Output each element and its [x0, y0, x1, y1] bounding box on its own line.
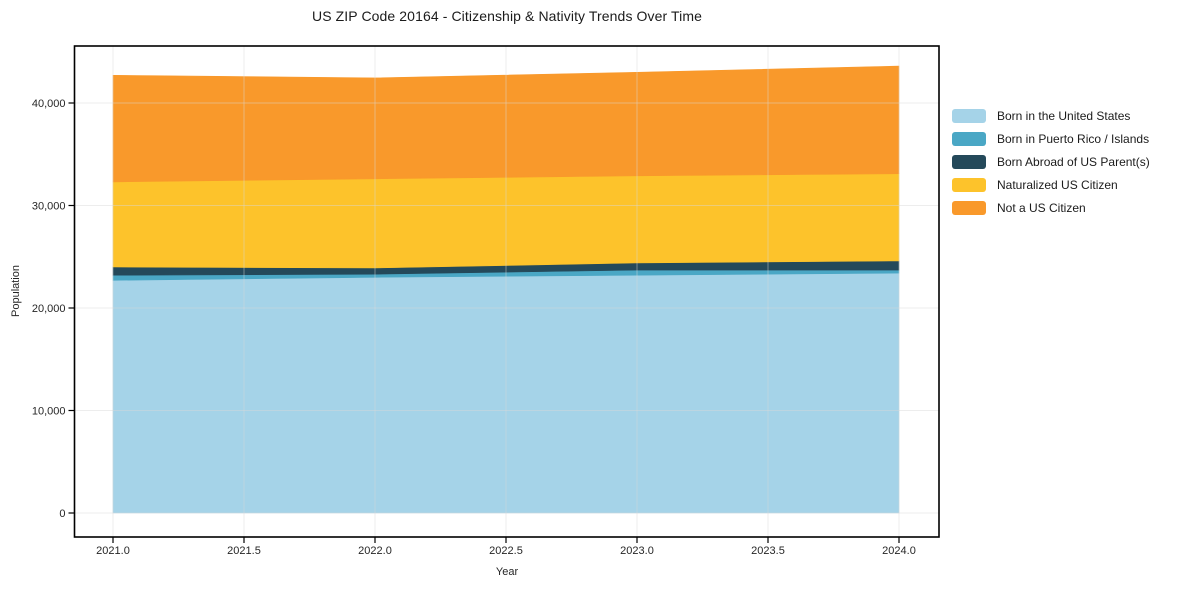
legend-swatch	[952, 108, 986, 123]
legend-item-2: Born Abroad of US Parent(s)	[952, 150, 1150, 173]
y-tick-label: 30,000	[32, 201, 66, 213]
x-tick-label: 2022.5	[489, 545, 523, 557]
chart-title: US ZIP Code 20164 - Citizenship & Nativi…	[311, 8, 703, 24]
y-tick-label: 40,000	[32, 98, 66, 110]
y-tick-label: 20,000	[32, 303, 66, 315]
x-tick-label: 2024.0	[882, 545, 916, 557]
y-tick-label: 0	[59, 508, 65, 520]
plot-frame	[73, 45, 940, 538]
x-tick-label: 2022.0	[358, 545, 392, 557]
legend-item-4: Not a US Citizen	[952, 196, 1150, 219]
x-tick-label: 2023.0	[620, 545, 654, 557]
legend-label: Born in Puerto Rico / Islands	[997, 131, 1150, 146]
legend-item-0: Born in the United States	[952, 104, 1150, 127]
legend-item-3: Naturalized US Citizen	[952, 173, 1150, 196]
legend-item-1: Born in Puerto Rico / Islands	[952, 127, 1150, 150]
y-axis-label: Population	[10, 265, 22, 317]
legend-swatch	[952, 131, 986, 146]
legend-label: Naturalized US Citizen	[997, 177, 1118, 192]
x-tick-label: 2023.5	[751, 545, 785, 557]
legend-label: Born in the United States	[997, 108, 1131, 123]
y-tick-label: 10,000	[32, 406, 66, 418]
legend-label: Not a US Citizen	[997, 200, 1086, 215]
x-tick-label: 2021.0	[96, 545, 130, 557]
legend-swatch	[952, 200, 986, 215]
legend-label: Born Abroad of US Parent(s)	[997, 154, 1150, 169]
area-series-4	[112, 65, 900, 183]
x-axis-label: Year	[495, 566, 519, 578]
legend-swatch	[952, 154, 986, 169]
legend: Born in the United States Born in Puerto …	[952, 104, 1150, 219]
legend-swatch	[952, 177, 986, 192]
x-tick-label: 2021.5	[227, 545, 261, 557]
